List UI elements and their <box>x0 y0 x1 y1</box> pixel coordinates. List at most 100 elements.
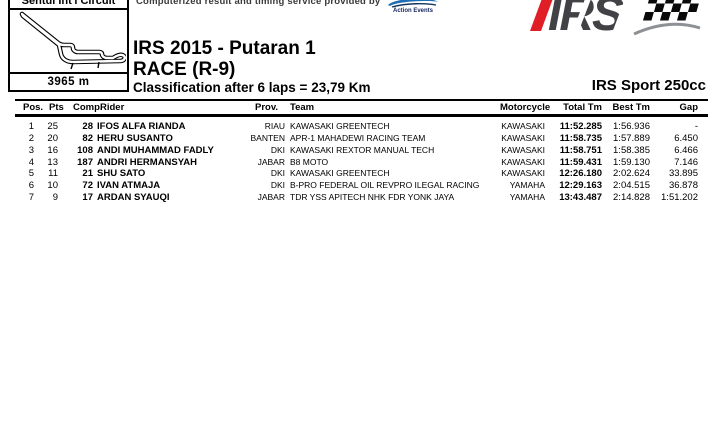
team-cell: KAWASAKI GREENTECH <box>290 121 390 131</box>
team-cell: APR-1 MAHADEWI RACING TEAM <box>290 132 426 143</box>
col-header-team: Team <box>290 102 315 113</box>
col-header-best-time: Best Tm <box>612 102 650 113</box>
best-time-cell: 2:14.828 <box>613 192 650 204</box>
rider-name-cell: SHU SATO <box>97 168 146 180</box>
table-top-rule <box>15 99 708 101</box>
action-events-logo: Action Events <box>380 0 446 20</box>
best-time-cell: 2:04.515 <box>613 180 650 192</box>
table-row: 7 9 17 ARDAN SYAUQI JABAR TDR YSS APITEC… <box>0 192 724 204</box>
motorcycle-cell: KAWASAKI <box>501 156 545 167</box>
circuit-map-box: Sentul Int'l Circuit 3965 m <box>8 0 129 92</box>
rider-name-cell: ANDI MUHAMMAD FADLY <box>97 144 214 156</box>
total-time-cell: 12:29.163 <box>559 180 602 192</box>
gap-cell: 1:51.202 <box>661 192 698 204</box>
track-centerline-icon <box>20 12 126 64</box>
col-header-pts: Pts <box>49 102 64 113</box>
table-row: 2 20 82 HERU SUSANTO BANTEN APR-1 MAHADE… <box>0 133 724 145</box>
comp-number-cell: 187 <box>77 156 93 168</box>
action-events-logo-text: Action Events <box>393 8 434 14</box>
comp-number-cell: 108 <box>77 144 93 156</box>
rider-name-cell: IFOS ALFA RIANDA <box>97 121 186 132</box>
position-cell: 1 <box>28 121 34 132</box>
total-time-cell: 11:59.431 <box>559 156 602 168</box>
classification-subtitle: Classification after 6 laps = 23,79 Km <box>133 80 371 95</box>
rider-name-cell: ARDAN SYAUQI <box>97 192 170 204</box>
province-cell: JABAR <box>257 192 285 203</box>
points-cell: 10 <box>47 180 58 192</box>
motorcycle-cell: KAWASAKI <box>501 132 545 143</box>
position-cell: 4 <box>28 156 34 168</box>
best-time-cell: 1:59.130 <box>613 156 650 168</box>
irs-logo-red-stripe-icon <box>530 0 553 31</box>
action-events-swoosh2-icon <box>391 2 437 8</box>
position-cell: 3 <box>28 144 34 156</box>
team-cell: B8 MOTO <box>290 156 329 167</box>
motorcycle-cell: YAMAHA <box>509 192 545 203</box>
table-row: 1 25 28 IFOS ALFA RIANDA RIAU KAWASAKI G… <box>0 121 724 133</box>
comp-number-cell: 72 <box>82 180 93 192</box>
col-header-prov: Prov. <box>255 102 279 113</box>
motorcycle-cell: KAWASAKI <box>501 168 545 179</box>
track-marker2-icon <box>97 61 100 69</box>
col-header-rider: Rider <box>100 102 125 113</box>
col-header-comp: Comp. <box>73 102 103 113</box>
total-time-cell: 11:58.751 <box>559 144 602 156</box>
points-cell: 13 <box>47 156 58 168</box>
position-cell: 5 <box>28 168 34 180</box>
best-time-cell: 1:58.385 <box>613 144 650 156</box>
position-cell: 2 <box>28 132 34 144</box>
total-time-cell: 11:58.735 <box>559 132 602 144</box>
event-class-label: IRS Sport 250cc <box>591 77 706 94</box>
province-cell: BANTEN <box>250 132 285 143</box>
col-header-total-time: Total Tm <box>563 102 602 113</box>
table-row: 3 16 108 ANDI MUHAMMAD FADLY DKI KAWASAK… <box>0 145 724 157</box>
col-header-motorcycle: Motorcycle <box>500 102 551 113</box>
team-cell: KAWASAKI GREENTECH <box>290 168 390 179</box>
motorcycle-cell: YAMAHA <box>509 180 545 191</box>
total-time-cell: 13:43.487 <box>559 192 602 204</box>
irs-logo: IRS <box>528 0 708 48</box>
comp-number-cell: 21 <box>82 168 93 180</box>
position-cell: 6 <box>28 180 34 192</box>
motorcycle-cell: KAWASAKI <box>501 121 545 131</box>
session-title: RACE (R-9) <box>133 59 236 80</box>
province-cell: DKI <box>270 180 285 191</box>
checkered-flag-icon <box>642 0 699 21</box>
track-outline-icon <box>19 11 126 65</box>
table-row: 4 13 187 ANDRI HERMANSYAH JABAR B8 MOTO … <box>0 157 724 169</box>
province-cell: DKI <box>270 168 285 179</box>
comp-number-cell: 17 <box>82 192 93 204</box>
best-time-cell: 2:02.624 <box>613 168 650 180</box>
comp-number-cell: 82 <box>82 132 93 144</box>
comp-number-cell: 28 <box>82 121 93 132</box>
irs-logo-slash2-icon <box>612 0 631 33</box>
total-time-cell: 11:52.285 <box>559 121 602 132</box>
team-cell: B-PRO FEDERAL OIL REVPRO ILEGAL RACING <box>290 180 480 191</box>
table-row: 6 10 72 IVAN ATMAJA DKI B-PRO FEDERAL OI… <box>0 180 724 192</box>
col-header-pos: Pos. <box>23 102 44 113</box>
gap-cell: 7.146 <box>674 156 698 168</box>
irs-logo-slash-icon <box>572 0 591 33</box>
track-marker1-icon <box>70 62 74 70</box>
best-time-cell: 1:57.889 <box>613 132 650 144</box>
points-cell: 16 <box>47 144 58 156</box>
table-header-rule <box>15 114 708 117</box>
rider-name-cell: ANDRI HERMANSYAH <box>97 156 197 168</box>
gap-cell: 33.895 <box>668 168 698 180</box>
action-events-swoosh-icon <box>388 0 438 6</box>
col-header-gap: Gap <box>679 102 698 113</box>
circuit-length-label: 3965 m <box>10 72 127 90</box>
motorcycle-cell: KAWASAKI <box>501 144 545 155</box>
points-cell: 9 <box>52 192 58 204</box>
circuit-track-map <box>10 10 127 72</box>
points-cell: 25 <box>47 121 58 132</box>
rider-name-cell: IVAN ATMAJA <box>97 180 161 192</box>
results-rows: 1 25 28 IFOS ALFA RIANDA RIAU KAWASAKI G… <box>0 121 724 204</box>
province-cell: JABAR <box>257 156 285 167</box>
event-title: IRS 2015 - Putaran 1 <box>133 38 316 59</box>
team-cell: TDR YSS APITECH NHK FDR YONK JAYA <box>290 192 455 203</box>
points-cell: 20 <box>47 132 58 144</box>
total-time-cell: 12:26.180 <box>559 168 602 180</box>
best-time-cell: 1:56.936 <box>613 121 650 132</box>
